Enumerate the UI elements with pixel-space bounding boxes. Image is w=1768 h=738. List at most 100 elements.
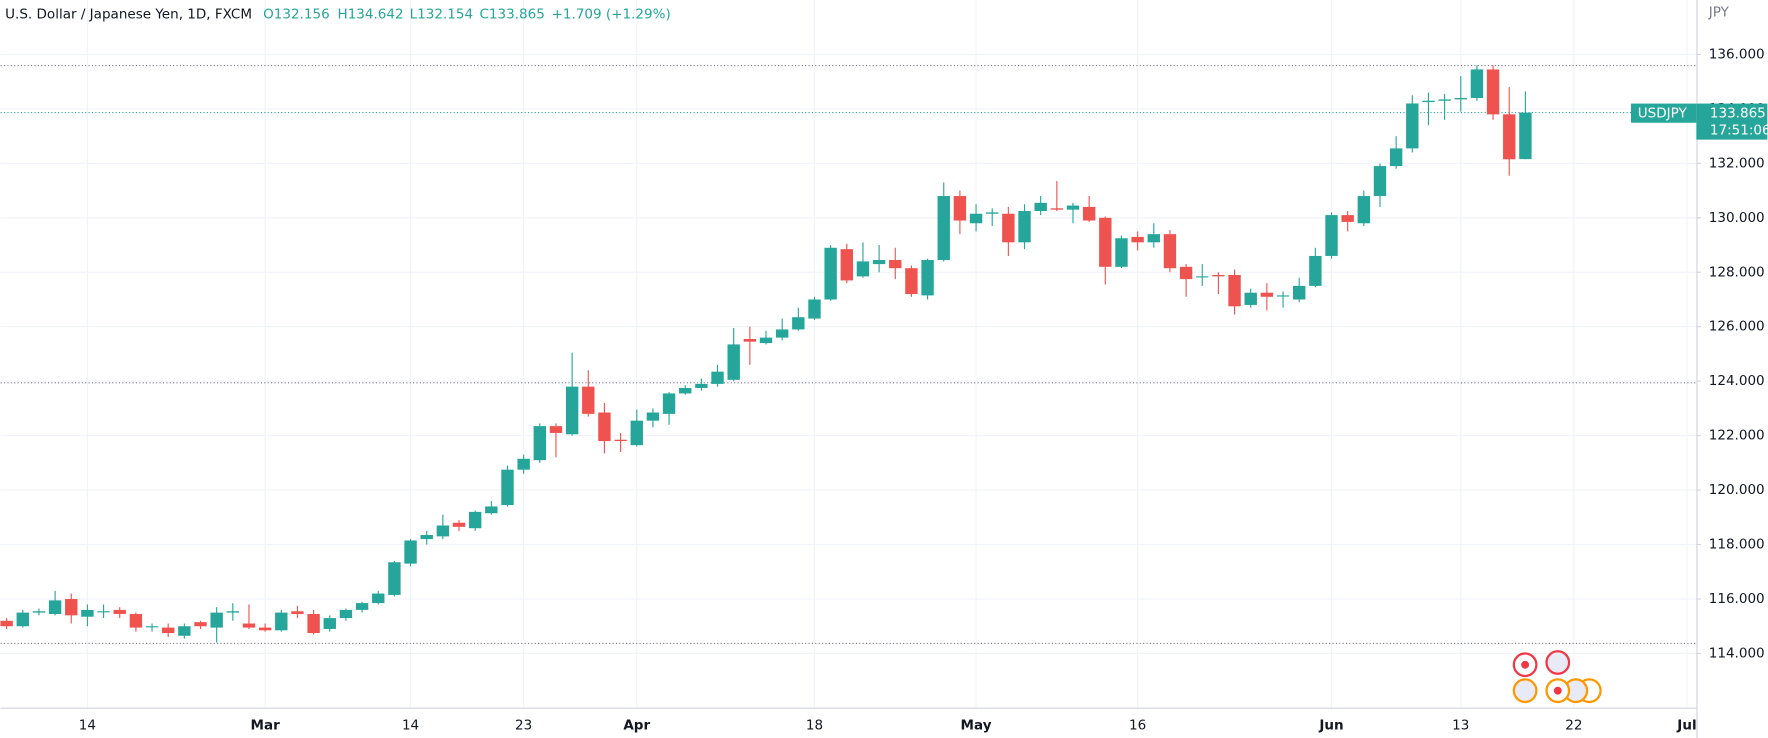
x-tick-label: 14 <box>402 718 419 734</box>
candle-body <box>792 317 805 330</box>
x-tick-label: 14 <box>79 718 96 734</box>
candle-body <box>242 623 256 628</box>
candle-body <box>0 620 13 627</box>
candle-body <box>1260 292 1274 297</box>
candle-body <box>889 260 902 269</box>
candle-body <box>824 247 837 300</box>
candle-body <box>1519 112 1532 160</box>
candle-body <box>32 611 46 613</box>
candle-body <box>161 627 175 634</box>
candle-body <box>1050 208 1064 210</box>
candle-body <box>97 611 110 613</box>
candle-body <box>323 618 336 629</box>
candle-body <box>1147 234 1160 243</box>
y-tick-label: 132.000 <box>1709 155 1765 171</box>
candle-body <box>614 439 627 442</box>
candle-body <box>759 337 773 344</box>
candle-body <box>695 383 708 388</box>
candle-body <box>840 249 853 281</box>
candle-body <box>679 387 692 394</box>
y-tick-label: 130.000 <box>1709 210 1765 226</box>
candle-body <box>1309 255 1322 286</box>
candle-body <box>1276 295 1290 297</box>
candle-body <box>355 603 369 610</box>
close-value: C133.865 <box>480 7 545 23</box>
candle-body <box>1115 238 1128 267</box>
candle-body <box>1486 69 1500 115</box>
event-icon-dot <box>1553 686 1562 695</box>
x-tick-label: 13 <box>1452 718 1469 734</box>
y-tick-label: 120.000 <box>1709 482 1765 498</box>
x-tick-label: Jul <box>1676 718 1696 734</box>
candle-body <box>549 426 563 433</box>
candle-body <box>65 599 78 616</box>
x-tick-label: 22 <box>1565 718 1582 734</box>
y-tick-label: 118.000 <box>1709 537 1765 553</box>
x-tick-label: Mar <box>251 718 281 734</box>
candle-body <box>1325 215 1338 256</box>
candle-body <box>905 268 918 295</box>
price-label-box <box>1696 103 1768 140</box>
candle-body <box>81 609 94 617</box>
symbol-title: U.S. Dollar / Japanese Yen, 1D, FXCM <box>5 7 252 23</box>
candle-body <box>1066 205 1080 210</box>
candle-body <box>1228 274 1241 307</box>
last-price-label: 133.865 <box>1710 106 1766 122</box>
candle-body <box>113 609 126 614</box>
candle-body <box>501 469 514 506</box>
candle-body <box>129 613 143 628</box>
candle-body <box>1244 292 1257 305</box>
currency-label: JPY <box>1708 4 1730 20</box>
candle-body <box>291 611 304 614</box>
y-tick-label: 126.000 <box>1709 319 1765 335</box>
candle-body <box>1196 276 1209 278</box>
candle-body <box>598 412 611 442</box>
candle-body <box>258 627 272 631</box>
candle-body <box>533 426 547 461</box>
high-value: H134.642 <box>338 7 404 23</box>
low-value: L132.154 <box>410 7 473 23</box>
price-label-box <box>1631 103 1697 123</box>
candle-body <box>1373 166 1387 197</box>
candle-body <box>808 299 821 319</box>
candle-body <box>872 260 886 265</box>
candle-body <box>775 329 789 338</box>
x-tick-label: 16 <box>1129 718 1146 734</box>
event-icons <box>1512 650 1602 704</box>
candle-body <box>1292 285 1306 300</box>
candle-body <box>937 196 950 261</box>
candle-body <box>986 212 999 214</box>
candle-body <box>436 525 450 537</box>
open-value: O132.156 <box>263 7 330 23</box>
candle-body <box>711 371 724 384</box>
change-value: +1.709 (+1.29%) <box>552 7 671 23</box>
candle-body <box>145 626 159 628</box>
candle-body <box>468 511 482 529</box>
candle-body <box>16 612 29 627</box>
candle-body <box>1018 211 1031 243</box>
y-tick-label: 136.000 <box>1709 46 1765 62</box>
candle-body <box>921 260 934 296</box>
candle-body <box>339 609 353 619</box>
y-tick-label: 114.000 <box>1709 645 1765 661</box>
candle-body <box>1389 148 1403 167</box>
candle-body <box>969 213 983 224</box>
candle-body <box>388 562 401 595</box>
candle-body <box>646 412 660 421</box>
header: U.S. Dollar / Japanese Yen, 1D, FXCM O13… <box>5 7 671 23</box>
candle-body <box>404 540 417 564</box>
event-icon[interactable] <box>1545 650 1571 675</box>
candle-body <box>1179 266 1193 280</box>
y-tick-label: 128.000 <box>1709 264 1765 280</box>
candle-body <box>743 338 757 342</box>
candle-body <box>1454 98 1467 100</box>
candle-body <box>275 612 288 631</box>
event-icon[interactable] <box>1512 678 1538 704</box>
candle-body <box>1212 274 1225 277</box>
candle-body <box>1438 99 1451 101</box>
candle-body <box>420 535 433 540</box>
candles <box>0 65 1532 643</box>
